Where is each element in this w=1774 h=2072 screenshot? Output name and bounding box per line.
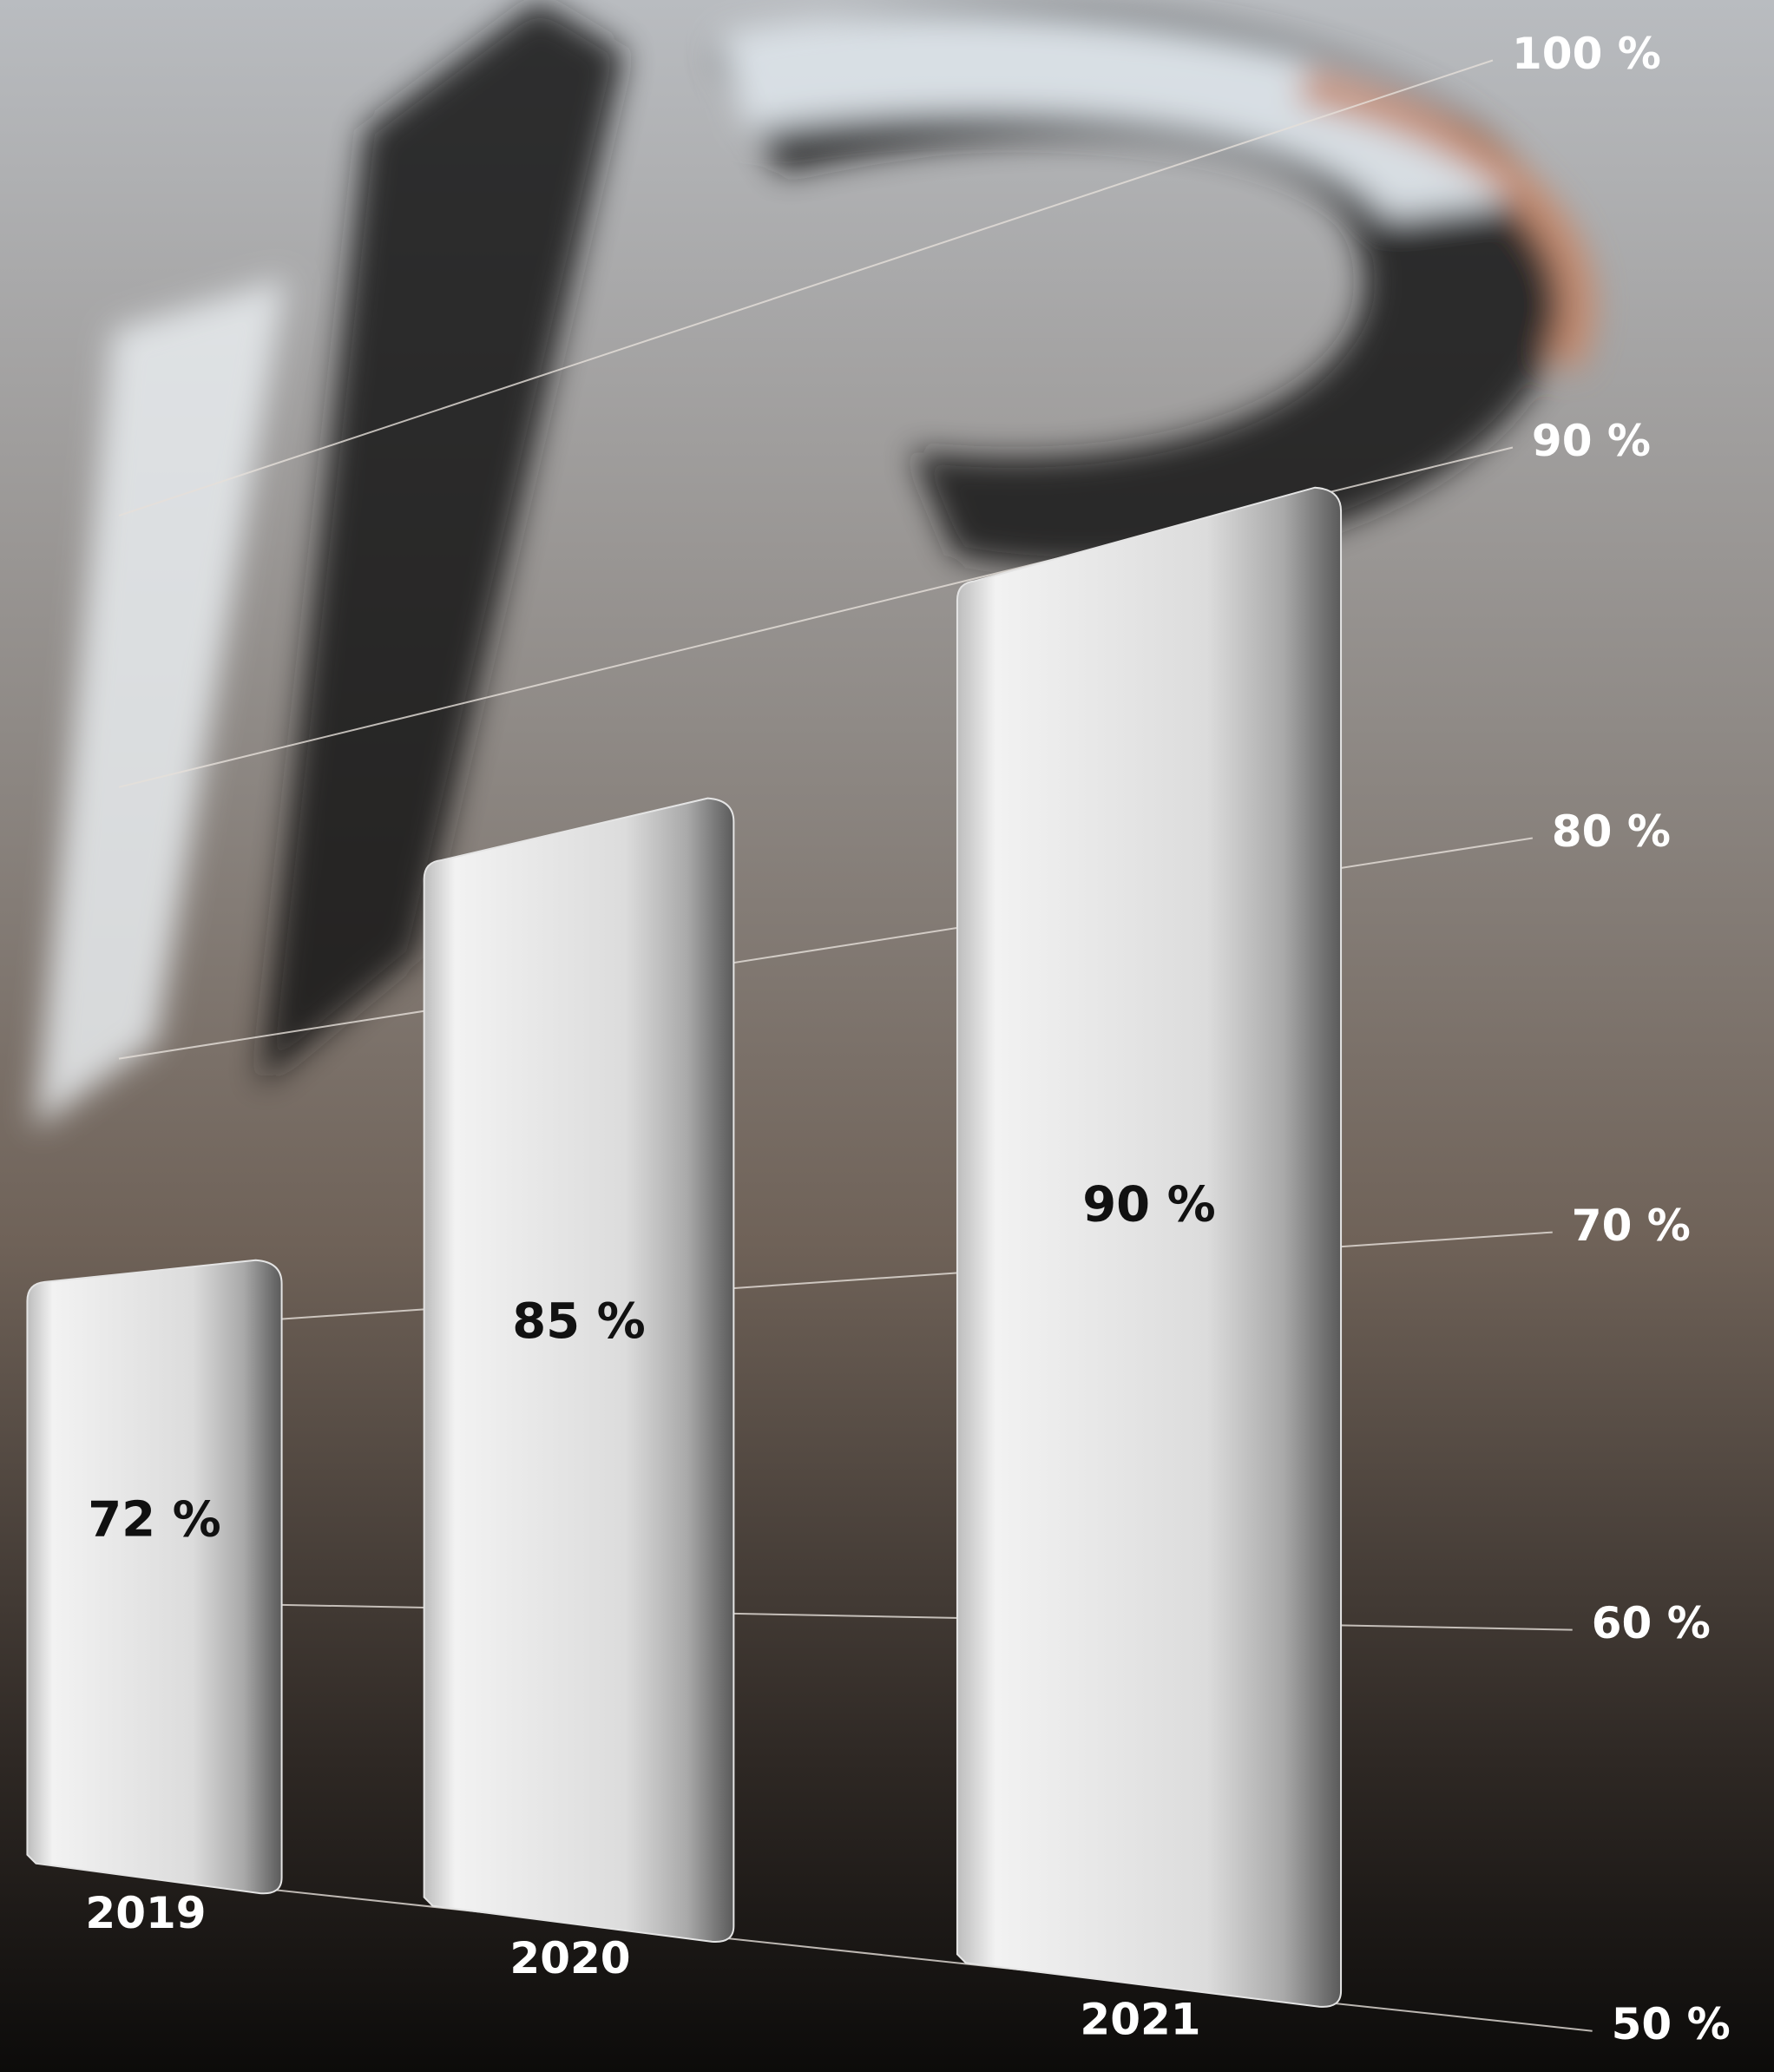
y-tick-label: 100 % bbox=[1512, 29, 1661, 79]
data-label: 85 % bbox=[512, 1293, 646, 1350]
bars: 72 % 2019 85 % 2020 90 % 2021 bbox=[26, 486, 1343, 2045]
x-tick-label: 2019 bbox=[85, 1888, 206, 1938]
bar bbox=[423, 797, 735, 1943]
x-tick-label: 2020 bbox=[509, 1933, 630, 1983]
y-tick-label: 90 % bbox=[1532, 416, 1651, 466]
data-label: 72 % bbox=[88, 1491, 221, 1548]
background-shapes bbox=[35, 0, 1596, 1128]
bar bbox=[956, 486, 1343, 2008]
y-tick-label: 80 % bbox=[1552, 806, 1671, 857]
grid-line bbox=[118, 1872, 1593, 2032]
x-tick-label: 2021 bbox=[1080, 1995, 1200, 2045]
y-tick-label: 70 % bbox=[1572, 1200, 1691, 1251]
y-tick-label: 50 % bbox=[1612, 1999, 1731, 2049]
y-tick-label: 60 % bbox=[1592, 1598, 1711, 1648]
grid-line bbox=[118, 59, 1494, 516]
bar bbox=[26, 1259, 283, 1895]
data-label: 90 % bbox=[1082, 1176, 1216, 1233]
